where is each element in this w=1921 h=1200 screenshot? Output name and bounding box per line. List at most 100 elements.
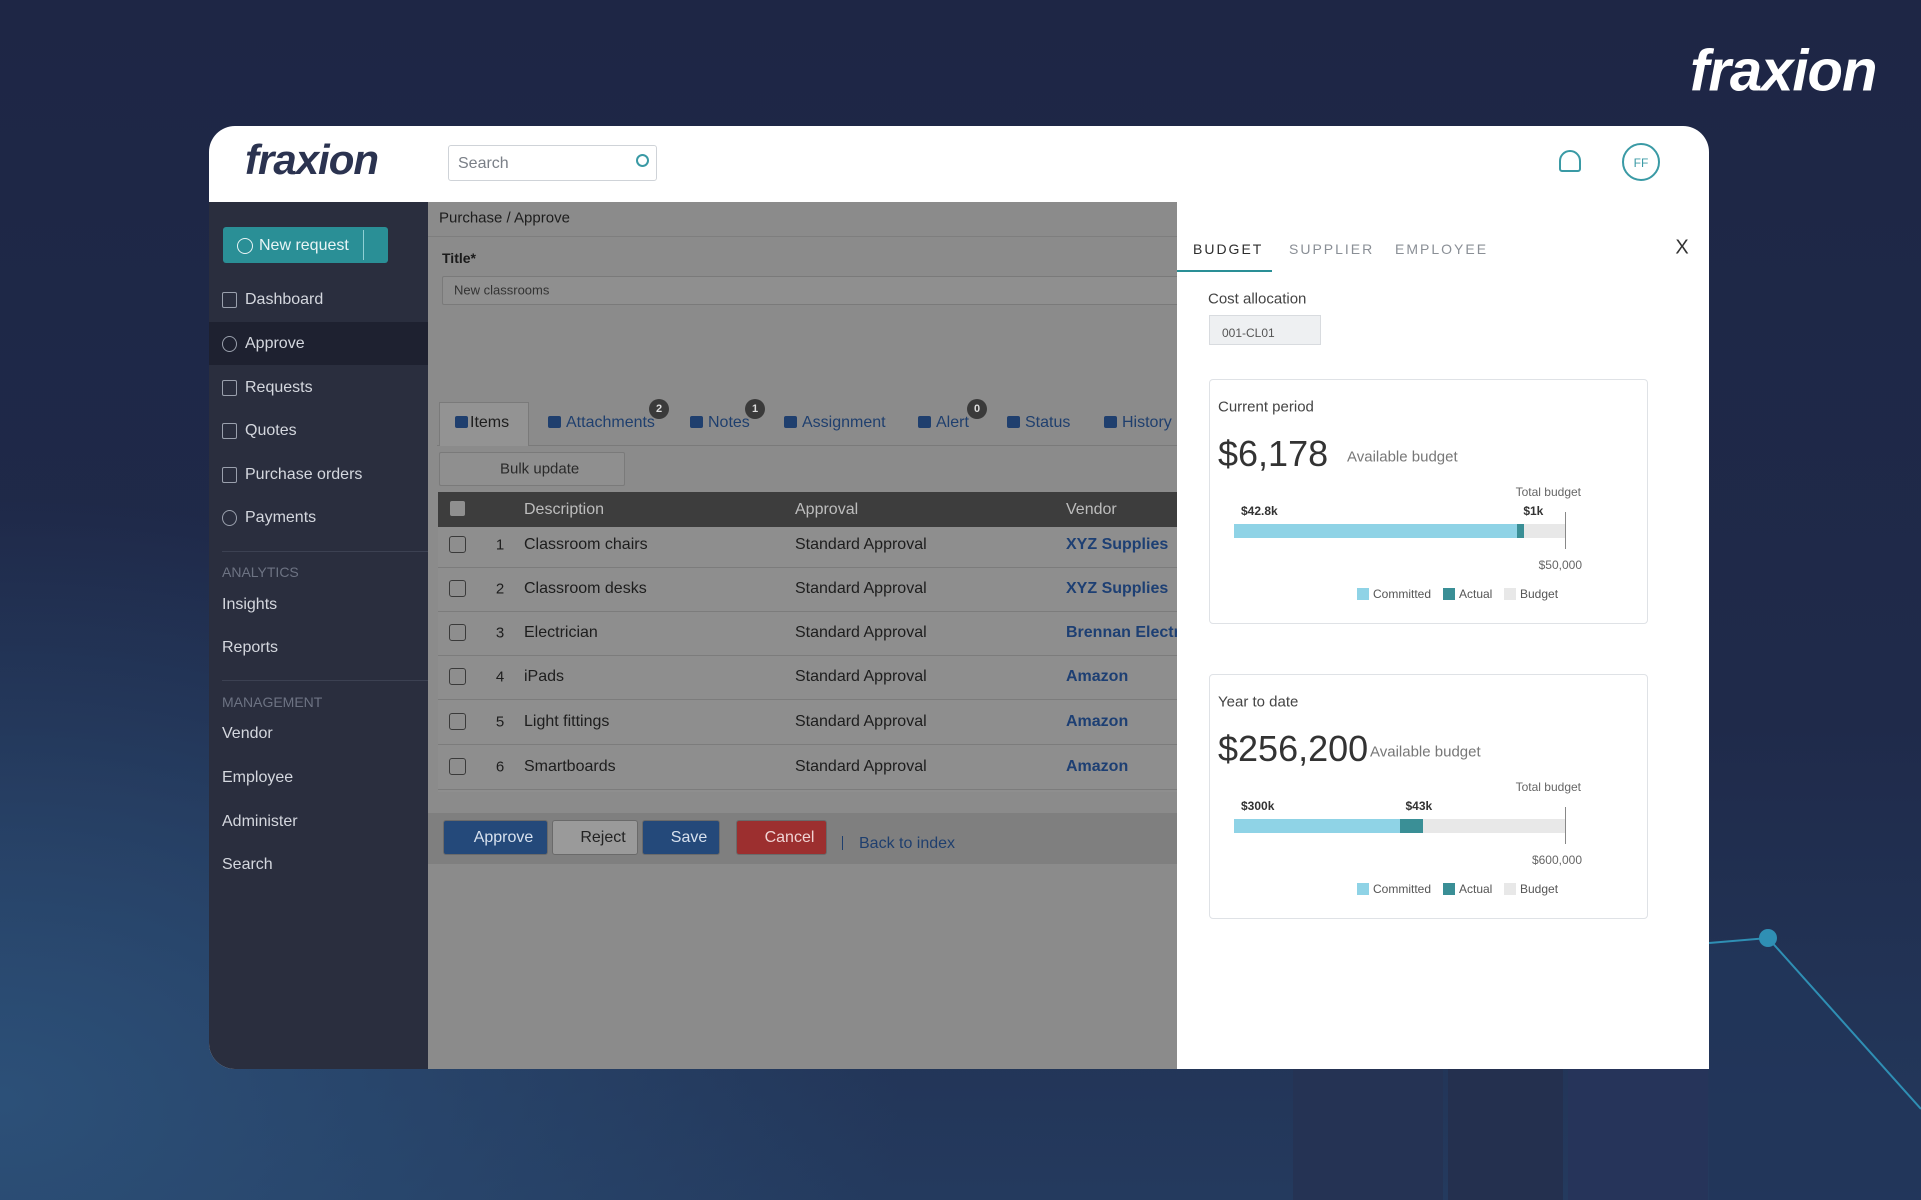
row-description: Classroom chairs [524,536,648,553]
tab-label[interactable]: History [1122,414,1172,431]
nav-item[interactable]: Purchase orders [245,466,363,483]
tab-icon [548,416,561,428]
nav-item[interactable]: Vendor [222,725,273,742]
tab-label[interactable]: Items [470,414,510,431]
nav-item[interactable]: Administer [222,813,298,830]
row-vendor[interactable]: Brennan Electri [1066,624,1177,641]
breadcrumb-rule [428,236,1177,237]
avatar[interactable] [1622,143,1660,181]
row-vendor[interactable]: Amazon [1066,758,1129,775]
row-vendor[interactable]: XYZ Supplies [1066,536,1169,553]
close-button[interactable]: X [1675,236,1689,259]
action-button[interactable] [642,820,720,855]
row-divider [438,655,1177,656]
table-body [438,527,1177,792]
row-vendor[interactable]: XYZ Supplies [1066,580,1169,597]
header-checkbox[interactable] [450,501,465,516]
panel-tab[interactable]: SUPPLIER [1289,241,1375,257]
bulk-update-button[interactable] [439,452,625,486]
tab-badge-count: 2 [655,403,663,415]
tab-label[interactable]: Alert [936,414,969,431]
search-placeholder: Search [458,155,509,172]
side-panel [1177,202,1709,1069]
deco-bar [1293,1069,1443,1200]
row-approval: Standard Approval [795,713,927,730]
title-value: New classrooms [454,282,550,298]
nav-item[interactable]: Reports [222,639,279,656]
nav-icon [222,467,237,483]
nav-icon [222,292,237,308]
nav-item[interactable]: Quotes [245,422,297,439]
panel-tab[interactable]: EMPLOYEE [1395,241,1489,257]
row-checkbox[interactable] [449,624,466,641]
bulk-update-label: Bulk update [500,460,580,478]
row-index: 6 [495,758,505,776]
bell-icon[interactable] [1559,150,1581,172]
nav-icon [222,380,237,396]
app-logo: fraxion [245,136,379,183]
nav-item[interactable]: Dashboard [245,291,324,308]
nav-separator [222,680,428,681]
tab-icon [455,416,468,428]
actual-value-label: $1k [1523,504,1544,518]
tab-badge [967,399,987,419]
nav-icon [222,423,237,439]
tab-label[interactable]: Notes [708,414,750,431]
row-vendor[interactable]: Amazon [1066,713,1129,730]
brand-logo: fraxion [1690,38,1877,104]
row-checkbox[interactable] [449,536,466,553]
card-title: Year to date [1218,693,1299,711]
tab-badge-count: 0 [973,403,981,415]
action-label: Approve [473,829,534,846]
tab-icon [690,416,703,428]
panel-tab[interactable]: BUDGET [1193,241,1264,257]
panel-tab-underline [1177,270,1272,272]
nav-item[interactable]: Approve [245,335,305,352]
legend-swatch [1357,588,1369,600]
available-label: Available budget [1370,743,1481,761]
legend-label: Committed [1373,587,1432,601]
tab-label[interactable]: Attachments [566,414,655,431]
action-button[interactable] [736,820,827,855]
tab-icon [1104,416,1117,428]
legend-swatch [1443,588,1455,600]
row-checkbox[interactable] [449,713,466,730]
nav-item[interactable]: Payments [245,509,317,526]
row-checkbox[interactable] [449,668,466,685]
total-budget-label: Total budget [1515,780,1581,794]
row-description: Electrician [524,624,598,641]
deco-dot [1759,929,1777,947]
tab-label[interactable]: Status [1025,414,1071,431]
action-button[interactable] [552,820,638,855]
row-vendor[interactable]: Amazon [1066,668,1129,685]
cost-allocation-label: Cost allocation [1208,290,1307,308]
nav-item[interactable]: Search [222,856,273,873]
total-budget-label: Total budget [1515,485,1581,499]
nav-item[interactable]: Requests [245,379,313,396]
nav-item[interactable]: Insights [222,596,278,613]
title-label: Title* [442,250,476,266]
avatar-initials: FF [1633,156,1649,170]
committed-bar [1234,524,1518,538]
back-link[interactable]: Back to index [859,835,956,852]
deco-bar [1448,1060,1563,1200]
row-checkbox[interactable] [449,580,466,597]
legend-label: Actual [1459,882,1493,896]
total-marker [1565,807,1566,844]
action-button[interactable] [443,820,548,855]
budget-card [1209,379,1648,624]
committed-bar [1234,819,1400,833]
available-amount: $256,200 [1218,728,1369,769]
tab-label[interactable]: Assignment [802,414,886,431]
search-box[interactable] [448,145,657,181]
nav-item[interactable]: Employee [222,769,294,786]
row-checkbox[interactable] [449,758,466,775]
nav-icon [222,336,237,352]
search-icon[interactable] [636,154,649,167]
row-index: 2 [495,580,505,598]
nav-separator [222,551,428,552]
legend-label: Committed [1373,882,1432,896]
total-value-label: $50,000 [1538,558,1582,572]
